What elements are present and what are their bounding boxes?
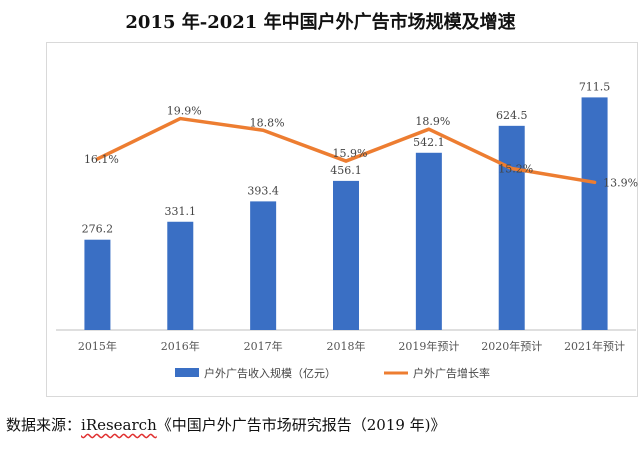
line-label-4: 18.9% <box>415 115 450 128</box>
bar-label-3: 456.1 <box>330 164 362 177</box>
bar-label-4: 542.1 <box>413 136 445 149</box>
source-brand: iResearch <box>81 416 157 434</box>
x-tick-6: 2021年预计 <box>564 339 625 353</box>
bar-2 <box>250 201 277 330</box>
source-prefix: 数据来源： <box>6 416 82 434</box>
legend-swatch-bar <box>175 368 199 377</box>
x-tick-0: 2015年 <box>78 339 117 353</box>
line-label-1: 19.9% <box>167 105 202 118</box>
line-label-2: 18.8% <box>250 116 285 129</box>
source-report: 《中国户外广告市场研究报告（2019 年)》 <box>156 416 446 434</box>
growth-rate-line <box>95 116 597 185</box>
x-tick-4: 2019年预计 <box>398 339 459 353</box>
x-tick-3: 2018年 <box>327 339 366 353</box>
x-tick-2: 2017年 <box>244 339 283 353</box>
bar-1 <box>167 221 194 330</box>
legend: 户外广告收入规模（亿元） 户外广告增长率 <box>175 366 490 380</box>
bar-6 <box>581 97 608 331</box>
x-tick-1: 2016年 <box>161 339 200 353</box>
bar-labels: 276.2 331.1 393.4 456.1 542.1 624.5 711.5 <box>82 80 611 235</box>
bar-label-1: 331.1 <box>165 205 197 218</box>
legend-label-line: 户外广告增长率 <box>413 366 490 380</box>
source-note: 数据来源：iResearch《中国户外广告市场研究报告（2019 年)》 <box>6 414 446 435</box>
bar-series <box>84 97 608 331</box>
legend-label-bar: 户外广告收入规模（亿元） <box>204 366 336 380</box>
bar-label-2: 393.4 <box>247 184 279 197</box>
line-label-0: 16.1% <box>84 153 119 166</box>
line-label-3: 15.9% <box>333 147 368 160</box>
chart-title: 2015 年-2021 年中国户外广告市场规模及增速 <box>125 12 516 33</box>
bar-3 <box>333 180 359 330</box>
line-labels: 16.1% 19.9% 18.8% 15.9% 18.9% 15.2% 13.9% <box>84 105 638 190</box>
x-tick-5: 2020年预计 <box>481 339 542 353</box>
line-label-6: 13.9% <box>603 176 638 189</box>
x-tick-labels: 2015年 2016年 2017年 2018年 2019年预计 2020年预计 2021年预… <box>78 339 625 353</box>
line-label-5: 15.2% <box>498 163 533 176</box>
bar-label-5: 624.5 <box>496 109 528 122</box>
bar-4 <box>415 152 442 330</box>
chart-frame <box>46 42 638 397</box>
bar-0 <box>84 239 111 330</box>
bar-5 <box>498 125 525 330</box>
bar-label-6: 711.5 <box>579 80 611 93</box>
bar-label-0: 276.2 <box>82 223 114 236</box>
chart: 276.2 331.1 393.4 456.1 542.1 624.5 711.5 16.1… <box>56 80 638 380</box>
